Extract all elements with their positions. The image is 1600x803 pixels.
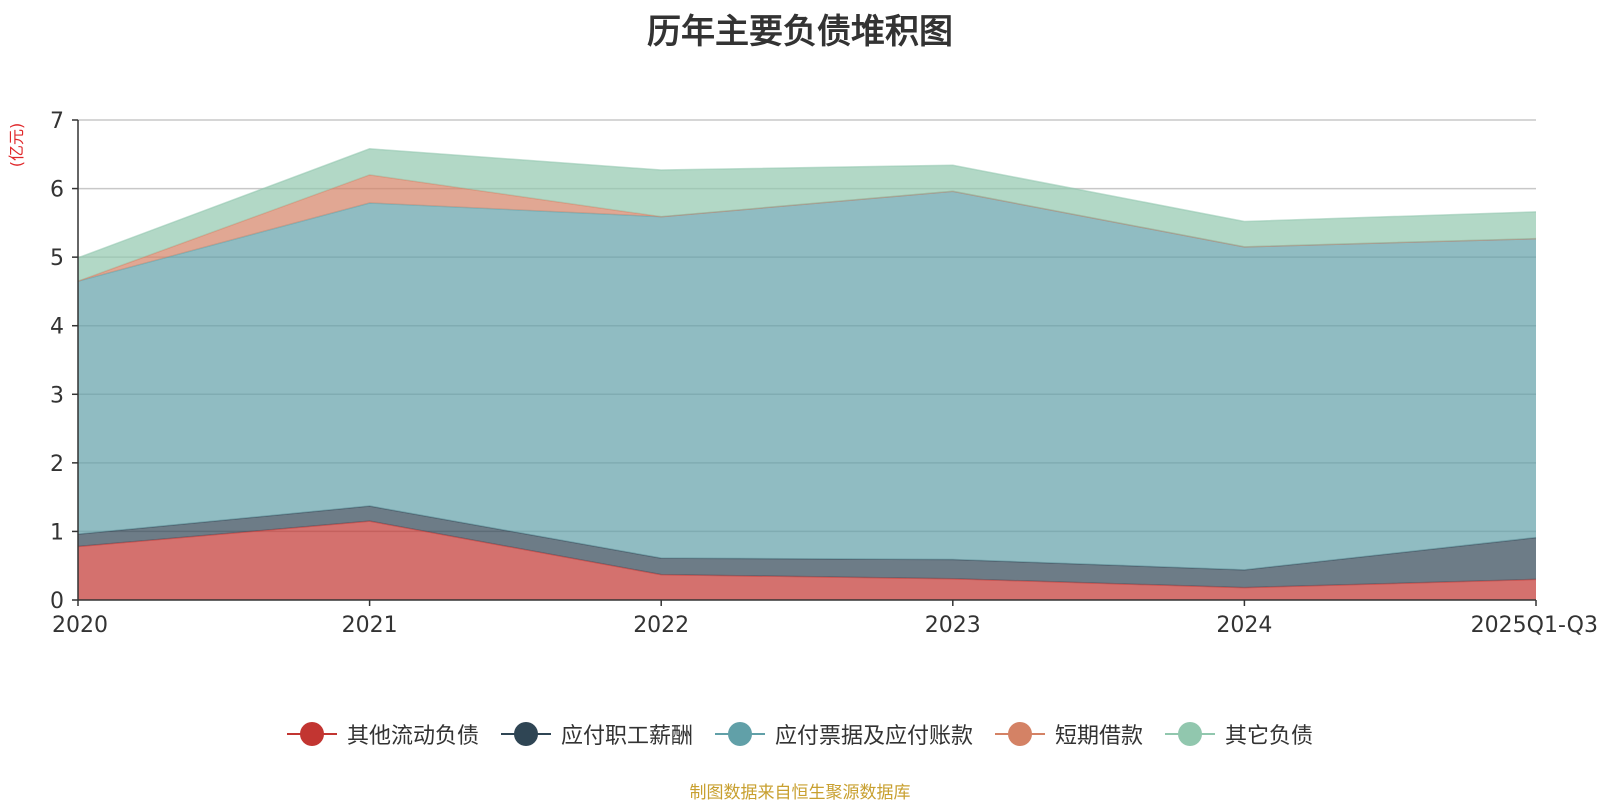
legend-marker-icon xyxy=(1165,722,1216,746)
area-series-0[interactable] xyxy=(78,521,1536,600)
y-tick-label: 7 xyxy=(50,109,64,134)
legend-label: 其它负债 xyxy=(1225,724,1314,749)
axes: 0 1 2 3 4 5 6 7 2020 2021 2022 2023 2024 2025Q1-Q3 xyxy=(50,109,1598,638)
data-source-note: 制图数据来自恒生聚源数据库 xyxy=(689,783,911,803)
x-tick-label: 2021 xyxy=(342,613,398,638)
legend-label: 应付票据及应付账款 xyxy=(774,724,973,749)
x-tick-label: 2023 xyxy=(925,613,981,638)
legend-marker-icon xyxy=(286,722,337,746)
area-series-4[interactable] xyxy=(78,148,1536,282)
legend-item-3[interactable]: 短期借款 xyxy=(995,718,1143,750)
legend: 其他流动负债 应付职工薪酬 应付票据及应付账款 短期借款 其它负债 xyxy=(0,718,1600,750)
chart-title: 历年主要负债堆积图 xyxy=(647,12,953,52)
x-tick-label: 2025Q1-Q3 xyxy=(1471,613,1598,638)
y-tick-label: 6 xyxy=(50,178,64,203)
legend-item-1[interactable]: 应付职工薪酬 xyxy=(500,718,693,750)
y-tick-label: 0 xyxy=(50,589,64,614)
y-tick-label: 2 xyxy=(50,452,64,477)
x-tick-label: 2024 xyxy=(1216,613,1272,638)
legend-marker-icon xyxy=(995,722,1045,746)
area-series-3[interactable] xyxy=(78,174,1536,282)
legend-label: 短期借款 xyxy=(1055,724,1144,749)
legend-label: 其他流动负债 xyxy=(346,724,479,749)
x-tick-label: 2020 xyxy=(52,613,108,638)
area-edge-4 xyxy=(77,148,1537,259)
legend-item-4[interactable]: 其它负债 xyxy=(1165,718,1313,750)
area-series-2[interactable] xyxy=(78,191,1536,570)
area-edge-1 xyxy=(77,505,1537,571)
x-tick-label: 2022 xyxy=(633,613,689,638)
y-axis-label: (亿元) xyxy=(7,123,26,168)
y-tick-label: 4 xyxy=(50,315,64,340)
legend-marker-icon xyxy=(500,722,551,746)
y-tick-label: 5 xyxy=(50,246,64,271)
y-tick-label: 3 xyxy=(50,383,64,408)
legend-label: 应付职工薪酬 xyxy=(560,724,693,749)
y-tick-label: 1 xyxy=(50,520,64,545)
area-series xyxy=(77,148,1537,600)
legend-item-2[interactable]: 应付票据及应付账款 xyxy=(714,718,973,750)
legend-item-0[interactable]: 其他流动负债 xyxy=(286,718,479,750)
legend-marker-icon xyxy=(714,722,765,746)
